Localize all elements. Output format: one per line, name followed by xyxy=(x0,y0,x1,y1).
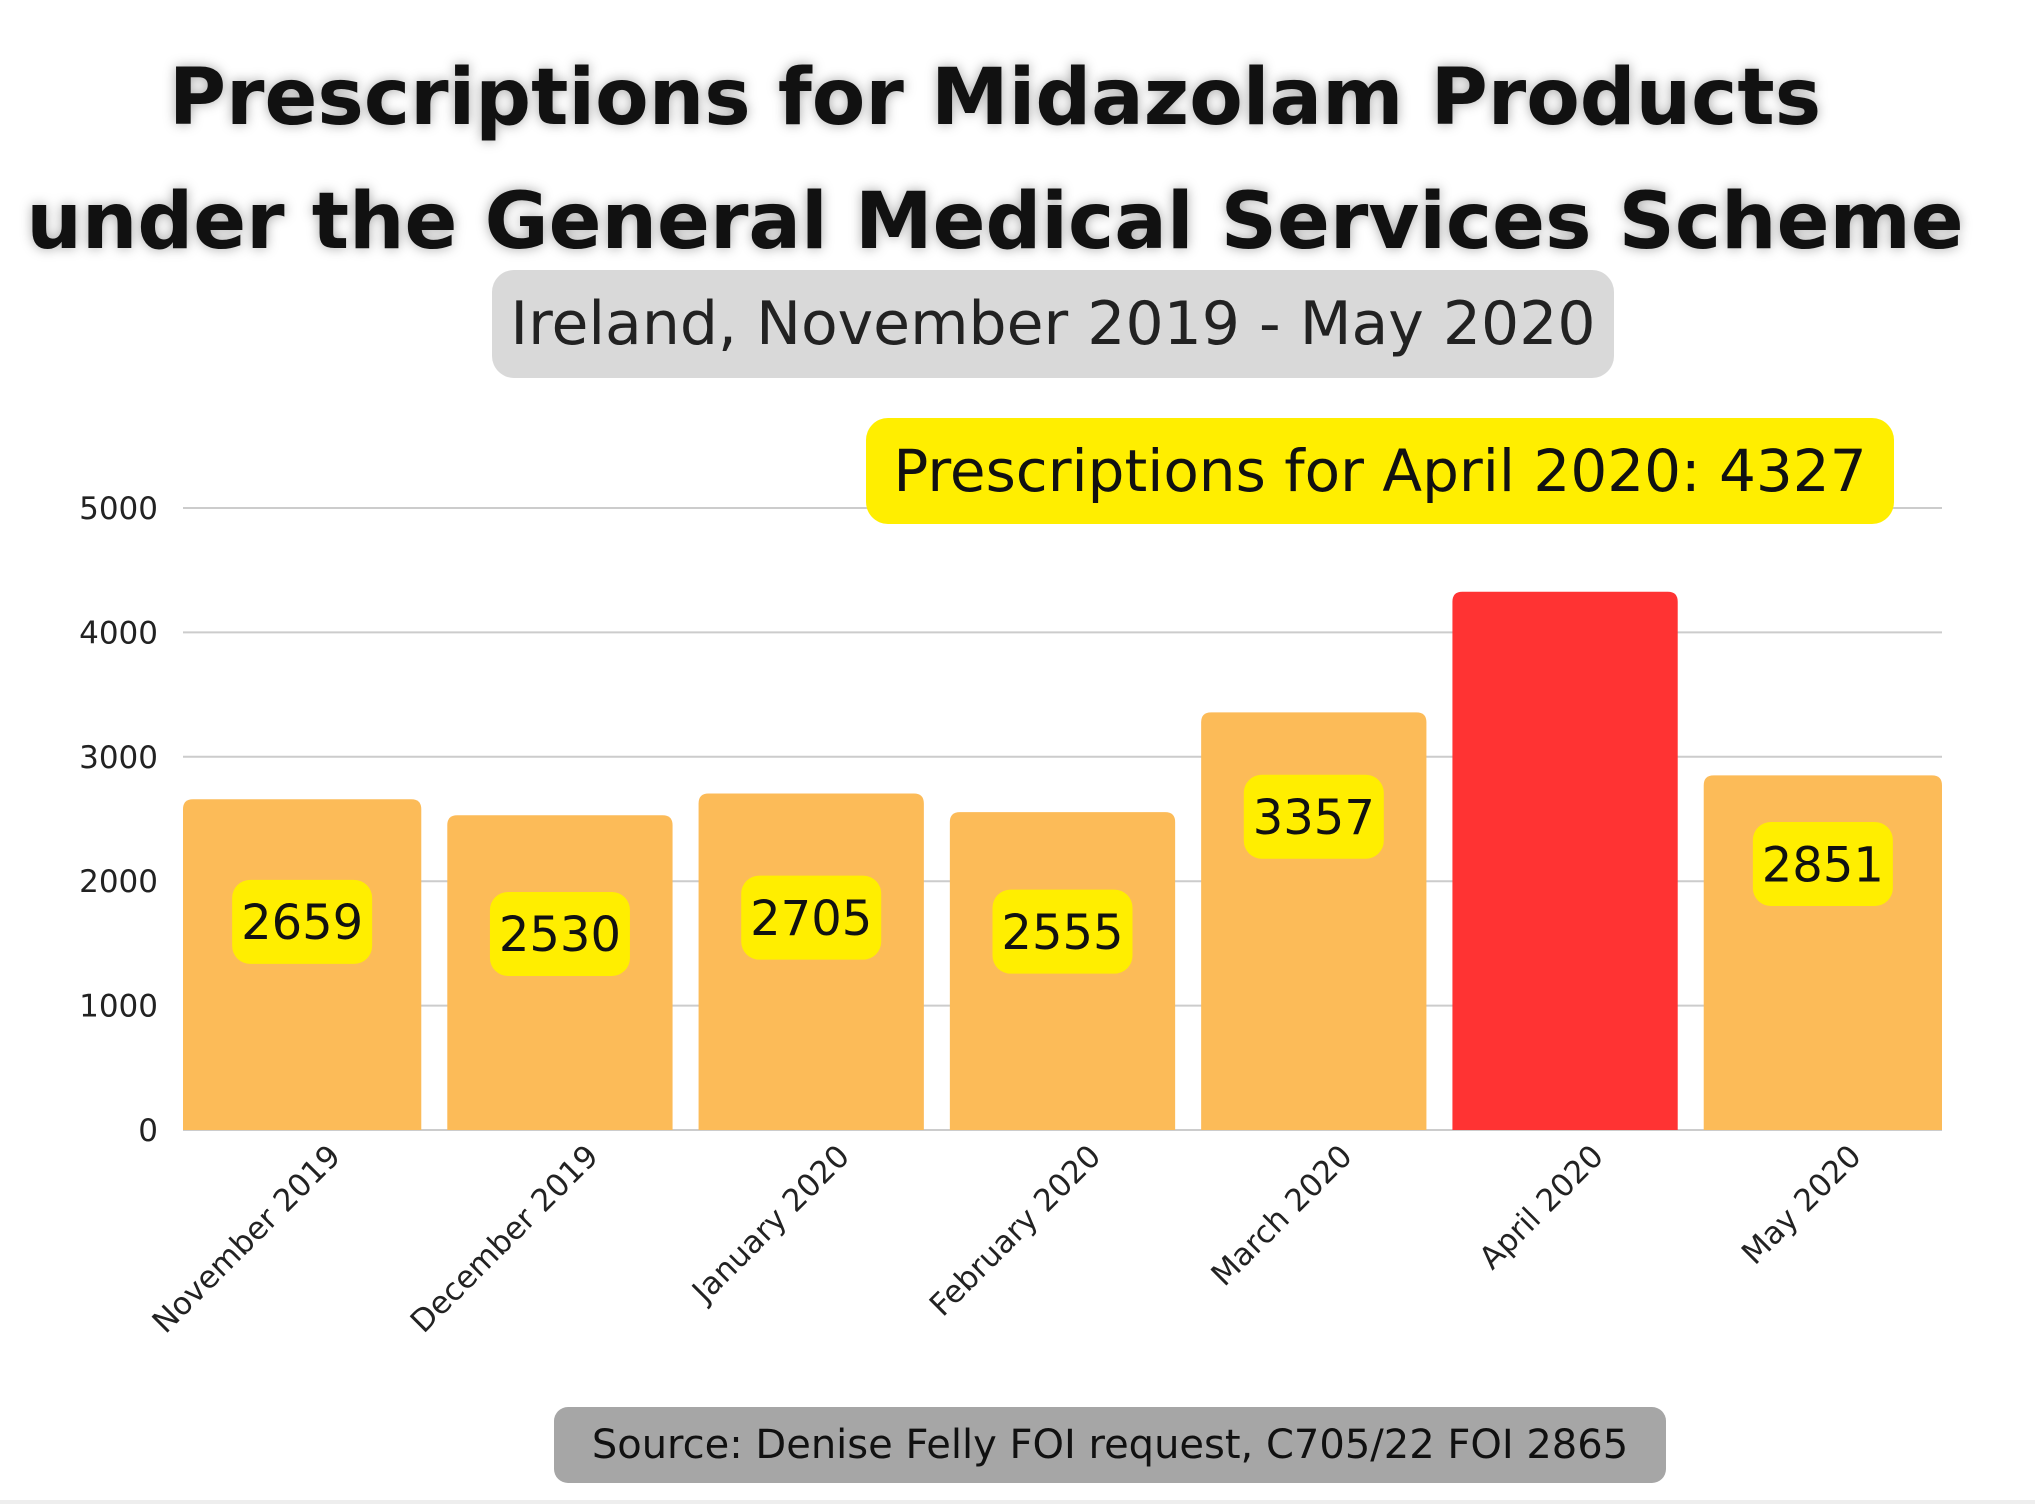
data-label: 2851 xyxy=(1762,837,1884,893)
x-tick-label: February 2020 xyxy=(923,1138,1108,1323)
chart-subtitle: Ireland, November 2019 - May 2020 xyxy=(492,270,1614,378)
title-line-1: Prescriptions for Midazolam Products xyxy=(168,53,1822,143)
data-label-box xyxy=(741,875,882,960)
title-line-2: under the General Medical Services Schem… xyxy=(26,177,1964,267)
data-label: 2555 xyxy=(1001,905,1123,961)
bar xyxy=(698,793,924,1130)
data-label-box xyxy=(1752,822,1893,907)
bottom-divider xyxy=(0,1500,2035,1504)
bar xyxy=(1452,591,1678,1130)
x-tick-label: April 2020 xyxy=(1472,1138,1610,1276)
y-tick-label: 2000 xyxy=(79,864,158,900)
data-label-box xyxy=(489,891,630,976)
april-callout: Prescriptions for April 2020: 4327 xyxy=(866,418,1894,524)
bars xyxy=(183,591,1942,1130)
x-tick-label: January 2020 xyxy=(684,1138,857,1311)
data-label-box xyxy=(992,889,1133,974)
y-tick-label: 5000 xyxy=(79,491,158,527)
source-note: Source: Denise Felly FOI request, C705/2… xyxy=(554,1407,1666,1483)
data-label: 2530 xyxy=(499,907,621,963)
data-label-box xyxy=(232,879,373,964)
y-tick-label: 4000 xyxy=(79,615,158,651)
y-tick-label: 0 xyxy=(138,1113,158,1149)
data-label: 3357 xyxy=(1253,790,1375,846)
data-label: 2659 xyxy=(241,895,363,951)
data-label: 2705 xyxy=(750,891,872,947)
y-axis-ticks: 0 1000 2000 3000 4000 5000 xyxy=(79,491,158,1149)
data-labels: 2659 2530 2705 2555 3357 2851 xyxy=(232,774,1893,976)
bar xyxy=(183,799,422,1130)
data-label-box xyxy=(1243,774,1384,859)
x-axis-ticks: November 2019 December 2019 January 2020 Fe… xyxy=(146,1138,1869,1340)
x-tick-label: May 2020 xyxy=(1735,1138,1869,1272)
chart-title: Prescriptions for Midazolam Products und… xyxy=(0,36,1990,284)
y-tick-label: 1000 xyxy=(79,989,158,1025)
x-tick-label: November 2019 xyxy=(146,1138,348,1340)
y-tick-label: 3000 xyxy=(79,740,158,776)
x-tick-label: March 2020 xyxy=(1204,1138,1359,1293)
x-tick-label: December 2019 xyxy=(404,1138,606,1340)
